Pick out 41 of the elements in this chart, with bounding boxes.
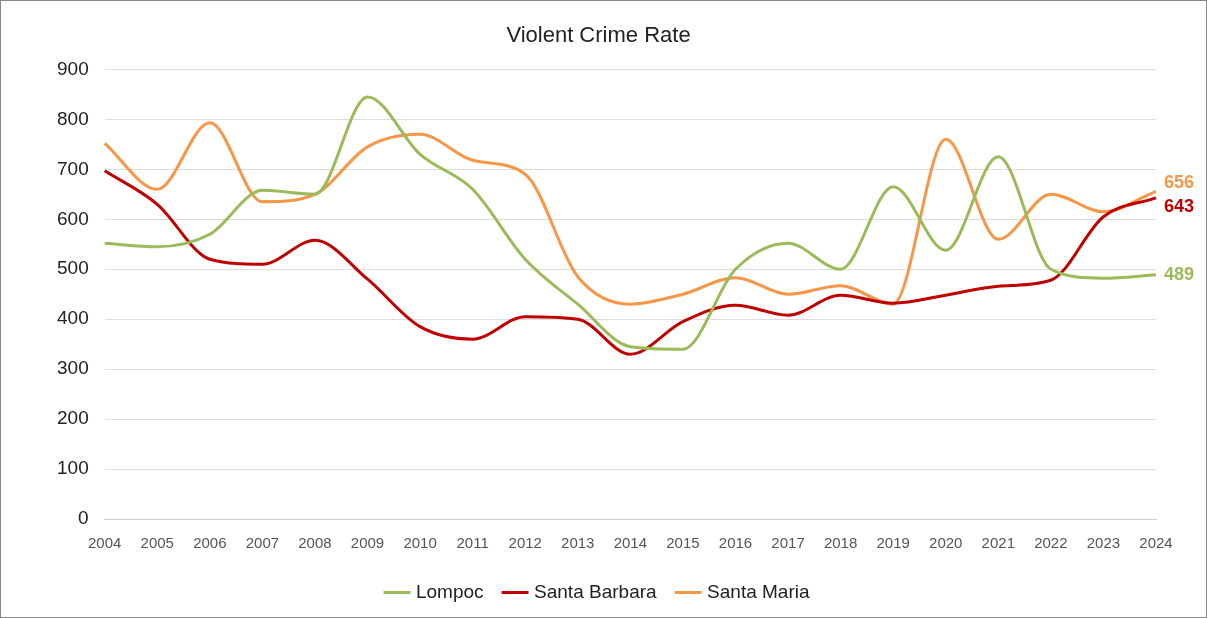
x-tick-label: 2024 — [1139, 534, 1173, 552]
x-tick-label: 2011 — [456, 534, 489, 552]
x-tick-label: 2018 — [823, 534, 858, 552]
x-tick-label: 2016 — [718, 534, 753, 552]
line-series — [103, 169, 1158, 356]
line-series — [103, 121, 1158, 306]
x-tick-label: 2008 — [298, 534, 332, 552]
x-tick-label: 2007 — [245, 534, 280, 552]
y-tick-label: 100 — [57, 457, 89, 479]
chart-title: Violent Crime Rate — [506, 22, 691, 48]
data-label: 643 — [1164, 195, 1195, 216]
x-tick-label: 2019 — [876, 534, 910, 552]
y-tick-label: 900 — [57, 57, 89, 79]
legend-label: Santa Barbara — [534, 580, 658, 602]
x-tick-label: 2021 — [981, 534, 1015, 552]
x-tick-label: 2013 — [561, 534, 595, 552]
y-tick-label: 0 — [78, 507, 89, 529]
x-tick-label: 2010 — [403, 534, 437, 552]
line-series — [103, 95, 1158, 351]
y-tick-label: 500 — [57, 257, 89, 279]
legend-label: Santa Maria — [707, 580, 810, 602]
x-tick-label: 2014 — [613, 534, 648, 552]
y-tick-label: 300 — [57, 357, 89, 379]
x-tick-label: 2005 — [140, 534, 174, 552]
y-tick-label: 800 — [57, 107, 89, 129]
x-tick-label: 2012 — [508, 534, 542, 552]
data-label: 489 — [1164, 263, 1195, 284]
y-tick-label: 400 — [57, 307, 89, 329]
legend-label: Lompoc — [415, 580, 484, 602]
x-tick-label: 2004 — [88, 534, 122, 552]
y-tick-label: 600 — [57, 207, 89, 229]
y-tick-label: 200 — [57, 407, 89, 429]
x-tick-label: 2006 — [193, 534, 227, 552]
x-tick-label: 2022 — [1034, 534, 1068, 552]
y-tick-label: 700 — [57, 157, 89, 179]
data-label: 656 — [1164, 171, 1195, 192]
x-tick-label: 2020 — [929, 534, 963, 552]
x-tick-label: 2017 — [771, 534, 805, 552]
x-tick-label: 2009 — [350, 534, 385, 552]
x-tick-label: 2015 — [666, 534, 700, 552]
x-tick-label: 2023 — [1086, 534, 1121, 552]
